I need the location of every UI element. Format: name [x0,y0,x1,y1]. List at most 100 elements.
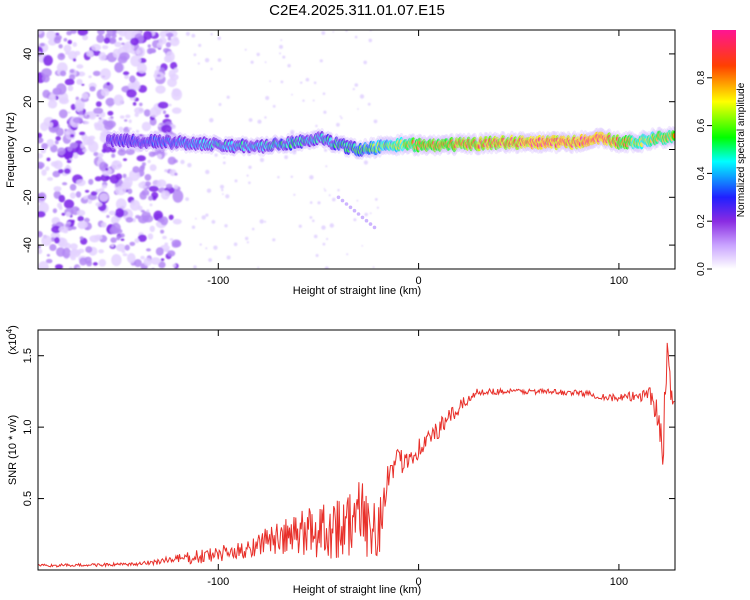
spectrogram-noise-cell [78,221,86,230]
spectrogram-noise-cell [64,168,71,174]
spectrogram-noise-cell [66,30,72,36]
spectrogram-noise-cell [115,208,125,218]
spectrogram-noise-cell [66,164,70,169]
spectrogram-noise-cell [359,94,365,99]
spectrogram-noise-cell [69,142,78,149]
spectrogram-noise-cell [264,116,267,119]
spectrogram-noise-cell [75,208,79,211]
spectrogram-noise-cell [106,215,110,218]
spectrogram-noise-cell [367,102,371,106]
spectrogram-noise-cell [264,220,267,223]
spectrogram-noise-cell [280,39,283,41]
spectrogram-noise-cell [136,46,146,58]
spectrogram-noise-cell [93,107,104,115]
spectrogram-noise-cell [88,178,94,185]
spectrogram-noise-cell [141,189,150,196]
spectrogram-noise-cell [257,266,260,269]
spectrogram-noise-cell [67,222,71,227]
spectrogram-noise-cell [96,114,100,117]
spectrogram-noise-cell [217,36,221,41]
spectrogram-noise-cell [129,75,136,83]
spectrogram-ytick-label: -40 [22,237,34,253]
spectrogram-noise-cell [167,250,176,257]
spectrogram-noise-cell [143,257,152,267]
spectrogram-noise-cell [110,244,115,247]
spectrogram-noise-cell [99,192,109,202]
spectrogram-noise-cell [66,159,72,164]
spectrogram-noise-cell [58,169,64,174]
spectrogram-noise-cell [127,188,133,195]
spectrogram-noise-cell [48,94,57,102]
spectrogram-noise-cell [151,49,156,53]
spectrogram-noise-cell [193,265,197,269]
spectrogram-noise-cell [185,197,190,202]
spectrogram-noise-cell [313,81,317,85]
spectrogram-noise-cell [47,177,53,181]
spectrogram-noise-cell [71,226,77,230]
spectrogram-noise-cell [233,242,238,247]
spectrogram-noise-cell [356,199,359,202]
spectrogram-ylabel: Frequency (Hz) [5,112,17,188]
spectrogram-xtick-label: -100 [207,275,229,287]
spectrogram-noise-cell [61,212,66,216]
spectrogram-noise-cell [72,58,77,62]
spectrogram-noise-cell [195,217,197,220]
spectrogram-noise-cell [41,169,47,176]
spectrogram-noise-cell [76,64,84,69]
spectrogram-noise-cell [259,157,265,163]
spectrogram-noise-cell [106,30,117,37]
spectrogram-noise-cell [125,148,135,155]
spectrogram-noise-cell [39,42,45,47]
spectrogram-noise-cell [373,119,378,124]
spectrogram-noise-cell [172,263,177,268]
spectrogram-noise-cell [130,55,142,67]
colorbar-tick-label: 0.0 [696,262,707,276]
spectrogram-noise-cell [323,110,327,114]
spectrogram-noise-cell [38,245,41,249]
spectrogram-ridge-cell [368,222,373,226]
spectrogram-noise-cell [127,127,132,130]
spectrogram-noise-cell [129,199,141,211]
spectrogram-noise-cell [57,147,66,156]
spectrogram-noise-cell [140,165,146,170]
spectrogram-noise-cell [52,87,62,96]
spectrogram-noise-cell [125,217,134,223]
spectrogram-noise-cell [272,104,276,108]
spectrogram-noise-cell [309,175,314,180]
spectrogram-xlabel: Height of straight line (km) [293,285,421,297]
spectrogram-noise-cell [45,166,50,171]
spectrogram-noise-cell [293,193,296,196]
spectrogram-noise-cell [251,227,255,231]
spectrogram-noise-cell [109,37,117,43]
spectrogram-noise-cell [43,55,53,66]
spectrogram-noise-cell [110,116,114,119]
spectrogram-noise-cell [160,229,165,234]
spectrogram-noise-cell [123,158,127,162]
spectrogram-noise-cell [119,147,125,153]
spectrogram-noise-cell [88,75,92,79]
spectrogram-noise-cell [143,214,154,223]
spectrogram-ridge-cell [372,225,377,230]
spectrogram-noise-cell [208,258,213,262]
spectrogram-noise-cell [121,42,125,45]
spectrogram-noise-cell [164,114,170,118]
spectrogram-noise-cell [38,231,43,238]
spectrogram-ridge-cell [336,195,341,200]
spectrogram-noise-cell [130,37,139,46]
spectrogram-noise-cell [219,184,225,189]
spectrogram-noise-cell [70,30,77,34]
spectrogram-noise-cell [129,241,136,246]
spectrogram-noise-cell [132,166,140,173]
spectrogram-noise-cell [115,186,127,196]
spectrogram-noise-cell [132,102,137,106]
spectrogram-noise-cell [302,99,305,102]
spectrogram-xtick-label: 0 [416,275,422,287]
spectrogram-noise-cell [70,103,76,111]
spectrogram-noise-cell [206,188,212,193]
spectrogram-noise-cell [279,44,283,49]
spectrogram-noise-cell [161,124,172,134]
spectrogram-noise-cell [357,108,359,110]
colorbar-tick-label: 0.4 [696,166,707,180]
spectrogram-noise-cell [224,224,228,228]
spectrogram-noise-cell [85,189,90,193]
